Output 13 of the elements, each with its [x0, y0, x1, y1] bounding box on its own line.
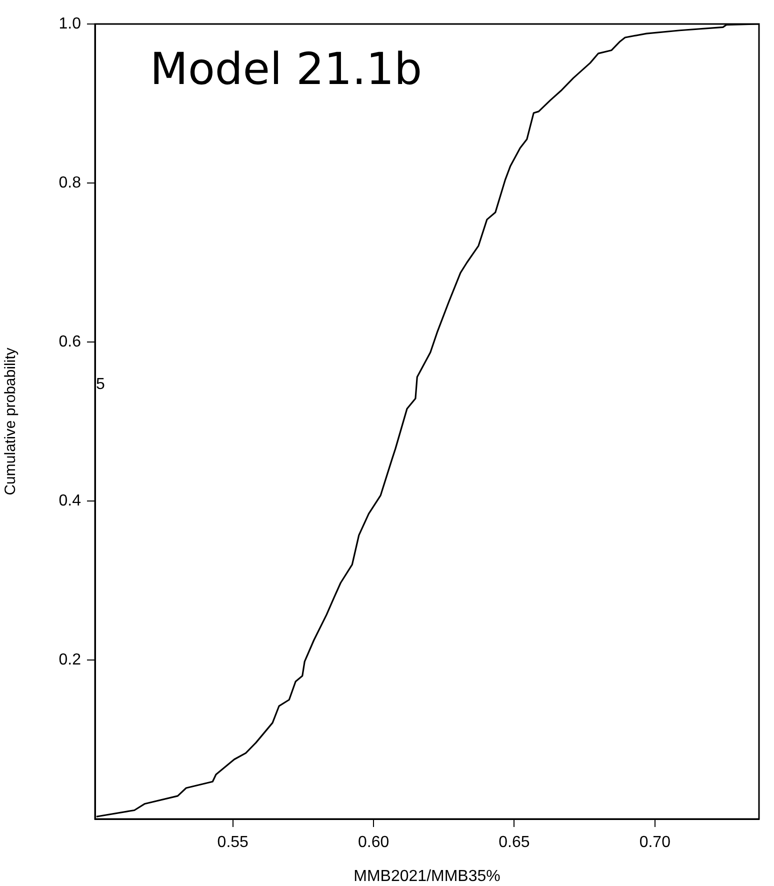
y-tick-label: 0.6 [58, 333, 82, 350]
x-tick-label: 0.65 [498, 834, 530, 852]
x-tick-label: 0.60 [358, 834, 390, 852]
x-tick-label: 0.55 [217, 834, 249, 852]
y-tick-label: 0.4 [58, 492, 82, 510]
annotation: 5 [96, 376, 105, 393]
y-tick-label: 1.0 [58, 15, 82, 32]
x-axis-title: MMB2021/MMB35% [354, 868, 500, 885]
y-axis-title: Cumulative probability [2, 347, 20, 496]
text: Model 21.1b [150, 44, 422, 95]
x-tick-label: 0.70 [639, 834, 671, 852]
y-tick-label: 0.2 [58, 651, 82, 668]
y-tick-label: 0.8 [58, 174, 82, 192]
